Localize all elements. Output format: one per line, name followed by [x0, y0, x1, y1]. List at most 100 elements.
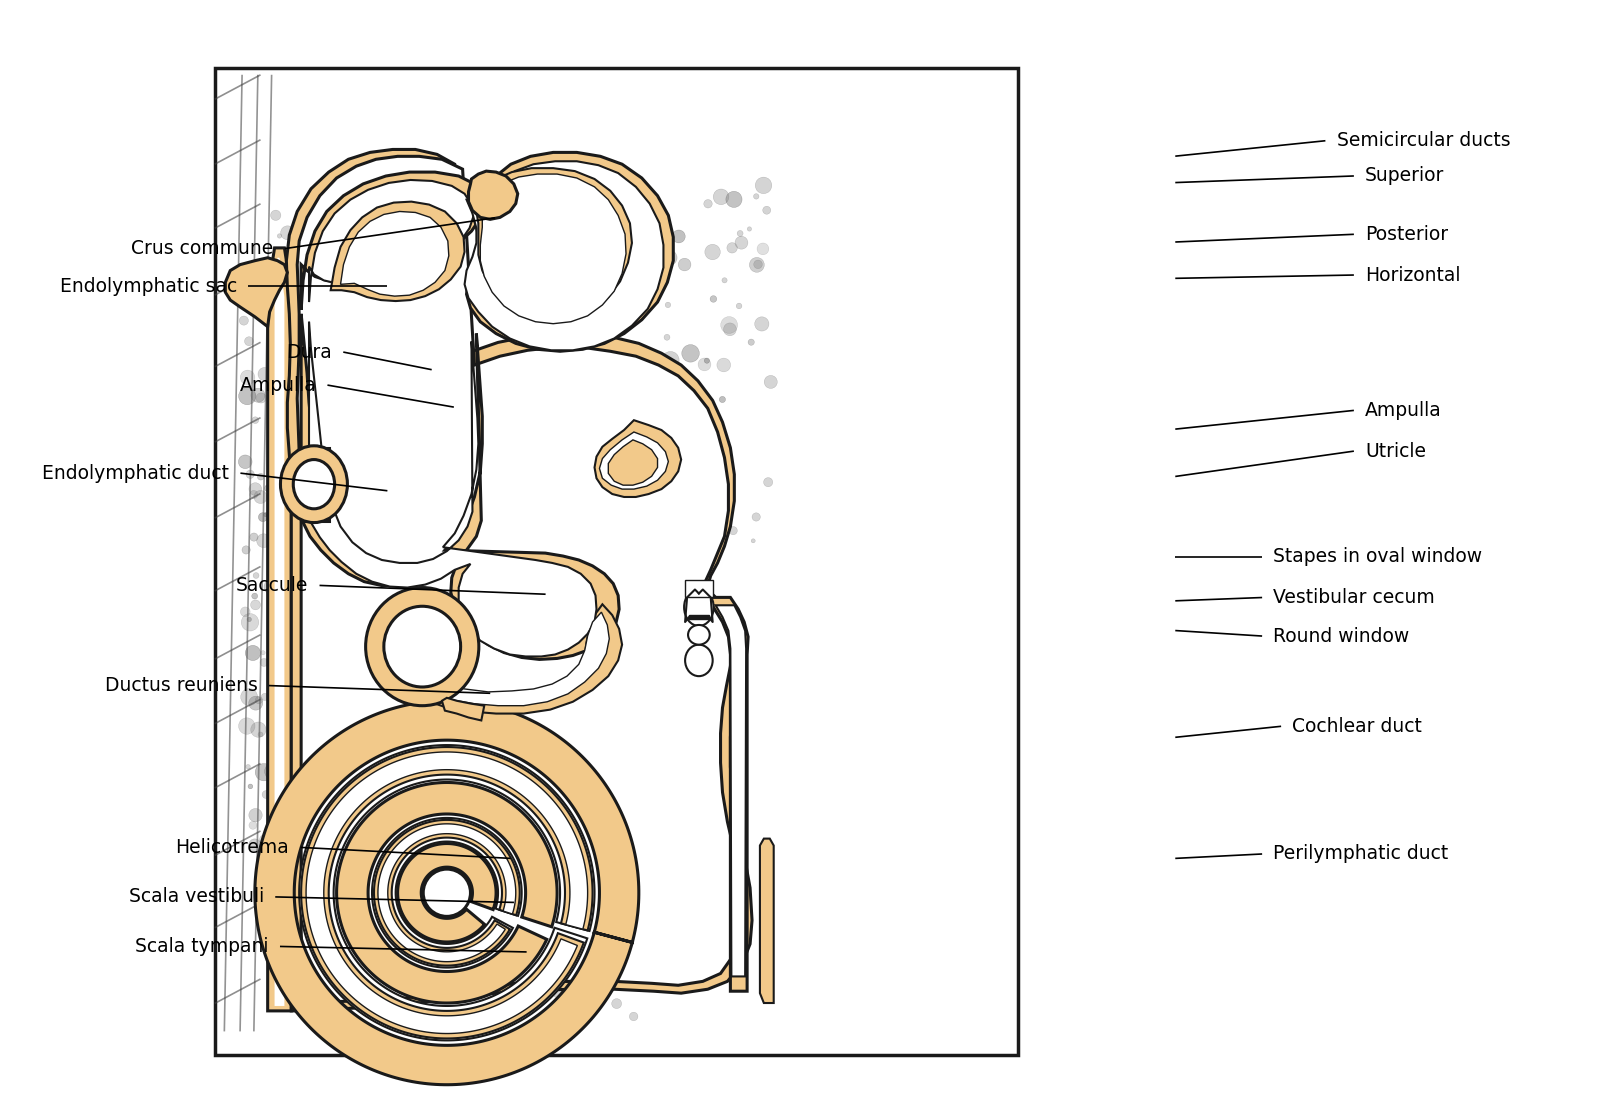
- Circle shape: [262, 693, 268, 701]
- Polygon shape: [305, 752, 588, 1033]
- Circle shape: [268, 418, 276, 426]
- Circle shape: [281, 607, 292, 618]
- Circle shape: [472, 760, 487, 774]
- Polygon shape: [268, 248, 291, 1011]
- Polygon shape: [297, 157, 742, 1003]
- Circle shape: [273, 628, 278, 634]
- Circle shape: [423, 869, 471, 917]
- Text: Helicotrema: Helicotrema: [175, 837, 289, 856]
- Circle shape: [517, 965, 522, 970]
- Circle shape: [251, 388, 265, 402]
- Circle shape: [259, 834, 272, 846]
- Circle shape: [435, 940, 444, 949]
- Circle shape: [333, 960, 346, 974]
- Ellipse shape: [685, 645, 712, 676]
- Circle shape: [723, 323, 736, 335]
- Circle shape: [580, 818, 591, 830]
- Circle shape: [280, 617, 289, 626]
- Bar: [215, 68, 1017, 1055]
- Polygon shape: [685, 579, 712, 597]
- Circle shape: [241, 370, 256, 385]
- Circle shape: [665, 542, 670, 548]
- Circle shape: [662, 250, 677, 265]
- Circle shape: [331, 1008, 344, 1022]
- Polygon shape: [469, 171, 517, 219]
- Circle shape: [284, 370, 289, 375]
- Polygon shape: [336, 783, 558, 1003]
- Circle shape: [720, 316, 738, 333]
- Circle shape: [757, 243, 768, 255]
- Circle shape: [622, 486, 636, 500]
- Polygon shape: [609, 439, 657, 485]
- Circle shape: [599, 340, 609, 349]
- Text: Scala vestibuli: Scala vestibuli: [129, 888, 264, 907]
- Circle shape: [572, 912, 577, 918]
- Circle shape: [752, 513, 760, 521]
- Circle shape: [254, 572, 259, 578]
- Circle shape: [302, 978, 307, 983]
- Circle shape: [256, 697, 262, 704]
- Polygon shape: [331, 201, 464, 301]
- Circle shape: [620, 743, 630, 752]
- Circle shape: [252, 417, 259, 424]
- Circle shape: [673, 383, 689, 400]
- Circle shape: [273, 257, 284, 269]
- Circle shape: [738, 230, 742, 236]
- Circle shape: [310, 864, 321, 875]
- Circle shape: [587, 807, 599, 821]
- Circle shape: [545, 858, 559, 872]
- Circle shape: [683, 472, 697, 486]
- Circle shape: [328, 827, 333, 832]
- Circle shape: [672, 230, 685, 243]
- Circle shape: [249, 533, 259, 541]
- Polygon shape: [599, 432, 669, 489]
- Circle shape: [243, 546, 251, 555]
- Circle shape: [707, 430, 720, 443]
- Circle shape: [432, 961, 439, 968]
- Text: Perilymphatic duct: Perilymphatic duct: [1273, 844, 1448, 863]
- Circle shape: [697, 358, 710, 371]
- Circle shape: [249, 491, 257, 499]
- Circle shape: [484, 931, 489, 936]
- Circle shape: [750, 539, 755, 543]
- Circle shape: [249, 838, 260, 851]
- Circle shape: [238, 455, 252, 468]
- Text: Horizontal: Horizontal: [1364, 266, 1461, 284]
- Polygon shape: [341, 211, 448, 296]
- Circle shape: [273, 563, 283, 574]
- Circle shape: [241, 607, 251, 617]
- Circle shape: [273, 733, 283, 745]
- Circle shape: [392, 852, 397, 856]
- Circle shape: [270, 210, 281, 220]
- Circle shape: [450, 764, 455, 768]
- Text: Cochlear duct: Cochlear duct: [1292, 717, 1422, 736]
- Circle shape: [665, 302, 670, 307]
- Circle shape: [270, 459, 283, 472]
- Circle shape: [765, 376, 778, 388]
- Circle shape: [574, 995, 585, 1007]
- Circle shape: [252, 594, 257, 599]
- Circle shape: [270, 756, 276, 761]
- Circle shape: [426, 841, 439, 853]
- Circle shape: [572, 855, 580, 863]
- Text: Superior: Superior: [1364, 167, 1445, 186]
- Polygon shape: [373, 818, 522, 967]
- Circle shape: [606, 900, 624, 917]
- Circle shape: [272, 736, 281, 746]
- Circle shape: [603, 404, 615, 416]
- Circle shape: [630, 392, 640, 401]
- Circle shape: [378, 796, 382, 802]
- Circle shape: [714, 189, 730, 205]
- Circle shape: [596, 375, 611, 389]
- Circle shape: [654, 541, 662, 548]
- Polygon shape: [286, 150, 752, 1011]
- Circle shape: [754, 193, 759, 199]
- Circle shape: [257, 473, 264, 480]
- Circle shape: [717, 442, 730, 454]
- Circle shape: [561, 934, 570, 944]
- Circle shape: [633, 268, 646, 282]
- Ellipse shape: [292, 459, 334, 509]
- Circle shape: [635, 388, 643, 397]
- Circle shape: [537, 746, 548, 757]
- Circle shape: [469, 1011, 484, 1025]
